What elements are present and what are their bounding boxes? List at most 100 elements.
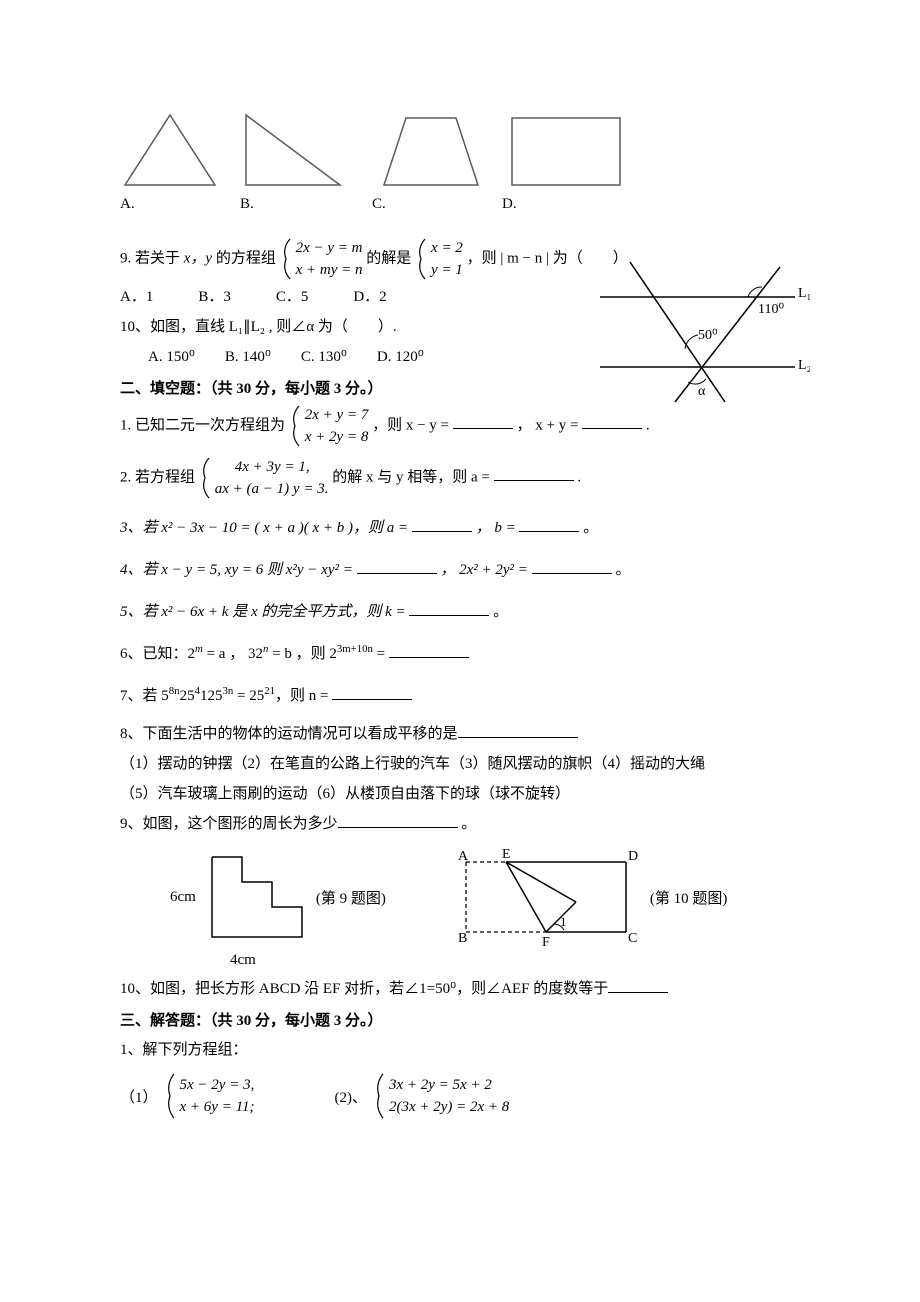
- f7-e3: 3n: [222, 685, 233, 697]
- section-3-title: 三、解答题：（共 30 分，每小题 3 分。）: [120, 1009, 800, 1030]
- sys-a-e1: 5x − 2y = 3,: [180, 1074, 255, 1096]
- f4-text: 4、若 x − y = 5, xy = 6 则 x²y − xy² =: [120, 562, 357, 578]
- f7-p5: ，则 n =: [275, 688, 332, 704]
- solve-systems-row: （1） 5x − 2y = 3, x + 6y = 11; (2)、 3x + …: [120, 1072, 800, 1120]
- q9-mid1: 的方程组: [212, 250, 276, 266]
- f2-brace: 4x + 3y = 1, ax + (a − 1) y = 3.: [199, 456, 329, 500]
- f2-p2: 的解 x 与 y 相等，则 a =: [332, 469, 493, 485]
- q9-eq2a: x = 2: [431, 237, 463, 259]
- svg-text:E: E: [502, 847, 511, 862]
- f10-text: 10、如图，把长方形 ABCD 沿 EF 对折，若∠1=50⁰，则∠AEF 的度…: [120, 981, 608, 997]
- q9-eq1b: x + my = n: [296, 259, 363, 281]
- angle-110-label: 110⁰: [758, 302, 784, 317]
- sys-b: (2)、 3x + 2y = 5x + 2 2(3x + 2y) = 2x + …: [334, 1072, 509, 1120]
- sys-a-label: （1）: [120, 1086, 158, 1107]
- shape-rectangle: [506, 110, 626, 190]
- fig9-6cm: 6cm: [170, 889, 196, 906]
- f4-mid: ， 2x² + 2y² =: [440, 562, 531, 578]
- f6-p2: = a ， 32: [207, 646, 263, 662]
- fig10-shape: A E D B F C 1: [446, 842, 646, 952]
- f7-p1: 7、若 5: [120, 688, 169, 704]
- choice-a-label: A.: [120, 196, 240, 213]
- f1-blank2: [582, 413, 642, 430]
- f2-blank: [494, 465, 574, 482]
- parallel-lines-figure: 110⁰ 50⁰ α L₁ L₂: [580, 257, 810, 407]
- f6-p3: = b ，则 2: [272, 646, 337, 662]
- f3-text: 3、若 x² − 3x − 10 = ( x + a )( x + b )，则 …: [120, 520, 412, 536]
- f3-end: 。: [583, 520, 598, 536]
- sys-b-e1: 3x + 2y = 5x + 2: [389, 1074, 509, 1096]
- line-L1-label: L₁: [798, 286, 810, 301]
- fill-4: 4、若 x − y = 5, xy = 6 则 x²y − xy² = ， 2x…: [120, 556, 800, 584]
- sys-a: （1） 5x − 2y = 3, x + 6y = 11;: [120, 1072, 254, 1120]
- svg-text:C: C: [628, 931, 637, 946]
- svg-text:A: A: [458, 849, 469, 864]
- f5-end: 。: [493, 604, 508, 620]
- f8-blank: [458, 721, 578, 738]
- fig9-4cm: 4cm: [230, 952, 800, 969]
- line-L2-label: L₂: [798, 358, 810, 373]
- fill-8-l2: （5）汽车玻璃上雨刷的运动（6）从楼顶自由落下的球（球不旋转）: [120, 780, 800, 808]
- f9-text: 9、如图，这个图形的周长为多少: [120, 816, 338, 832]
- fill-7: 7、若 58n2541253n = 2521，则 n =: [120, 682, 800, 710]
- fill-8-lead: 8、下面生活中的物体的运动情况可以看成平移的是: [120, 720, 800, 748]
- f9-end: 。: [461, 816, 476, 832]
- shape-letter-row: A. B. C. D.: [120, 196, 800, 213]
- f7-p3: 125: [200, 688, 223, 704]
- f4-blank2: [532, 557, 612, 574]
- f4-end: 。: [615, 562, 630, 578]
- f1-p3: ， x + y =: [517, 417, 583, 433]
- fig9-shape: [202, 847, 312, 947]
- f9-blank: [338, 811, 458, 828]
- f8-lead: 8、下面生活中的物体的运动情况可以看成平移的是: [120, 726, 458, 742]
- q9-eq1a: 2x − y = m: [296, 237, 363, 259]
- f6-blank: [389, 641, 469, 658]
- f5-text: 5、若 x² − 6x + k 是 x 的完全平方式，则 k =: [120, 604, 409, 620]
- q9-q10-block: 110⁰ 50⁰ α L₁ L₂ 9. 若关于 x，y 的方程组 2x − y …: [120, 237, 800, 371]
- f2-p1: 2. 若方程组: [120, 469, 195, 485]
- choice-c-label: C.: [372, 196, 502, 213]
- fill-2: 2. 若方程组 4x + 3y = 1, ax + (a − 1) y = 3.…: [120, 456, 800, 500]
- fill-9: 9、如图，这个图形的周长为多少 。: [120, 810, 800, 838]
- svg-text:B: B: [458, 931, 467, 946]
- f1-e2: x + 2y = 8: [305, 426, 369, 448]
- f6-p4: =: [377, 646, 389, 662]
- f1-e1: 2x + y = 7: [305, 404, 369, 426]
- shape-right-triangle: [238, 110, 348, 190]
- fig10-caption: (第 10 题图): [650, 887, 728, 908]
- figures-row: 6cm (第 9 题图): [170, 842, 800, 952]
- choice-d-label: D.: [502, 196, 517, 213]
- f6-n: n: [263, 643, 268, 655]
- f1-blank1: [453, 413, 513, 430]
- fill-5: 5、若 x² − 6x + k 是 x 的完全平方式，则 k = 。: [120, 598, 800, 626]
- q9-xy: x，y: [184, 250, 212, 266]
- f1-p1: 1. 已知二元一次方程组为: [120, 417, 285, 433]
- f7-blank: [332, 683, 412, 700]
- f1-p2: ，则 x − y =: [372, 417, 453, 433]
- f2-p3: .: [577, 469, 581, 485]
- f10-blank: [608, 976, 668, 993]
- f7-e1: 8n: [169, 685, 180, 697]
- f1-brace: 2x + y = 7 x + 2y = 8: [289, 404, 369, 448]
- q9-brace2: x = 2 y = 1: [415, 237, 463, 281]
- f6-m: m: [195, 643, 203, 655]
- f7-p4: = 25: [233, 688, 264, 704]
- f6-p1: 6、已知：2: [120, 646, 195, 662]
- q9-eq2b: y = 1: [431, 259, 463, 281]
- choice-b-label: B.: [240, 196, 372, 213]
- f7-p2: 25: [180, 688, 195, 704]
- f6-big: 3m+10n: [337, 643, 373, 655]
- fig9-caption: (第 9 题图): [316, 887, 386, 908]
- sys-b-e2: 2(3x + 2y) = 2x + 8: [389, 1096, 509, 1118]
- q9-prefix: 9. 若关于: [120, 250, 184, 266]
- shape-triangle: [120, 110, 220, 190]
- sys-b-label: (2)、: [334, 1086, 367, 1107]
- f2-e2: ax + (a − 1) y = 3.: [215, 478, 329, 500]
- s3-1: 1、解下列方程组：: [120, 1036, 800, 1064]
- angle-50-label: 50⁰: [698, 328, 718, 343]
- f5-blank: [409, 599, 489, 616]
- fill-3: 3、若 x² − 3x − 10 = ( x + a )( x + b )，则 …: [120, 514, 800, 542]
- angle-alpha-label: α: [698, 384, 706, 399]
- svg-text:F: F: [542, 935, 550, 950]
- fill-1: 1. 已知二元一次方程组为 2x + y = 7 x + 2y = 8 ，则 x…: [120, 404, 800, 448]
